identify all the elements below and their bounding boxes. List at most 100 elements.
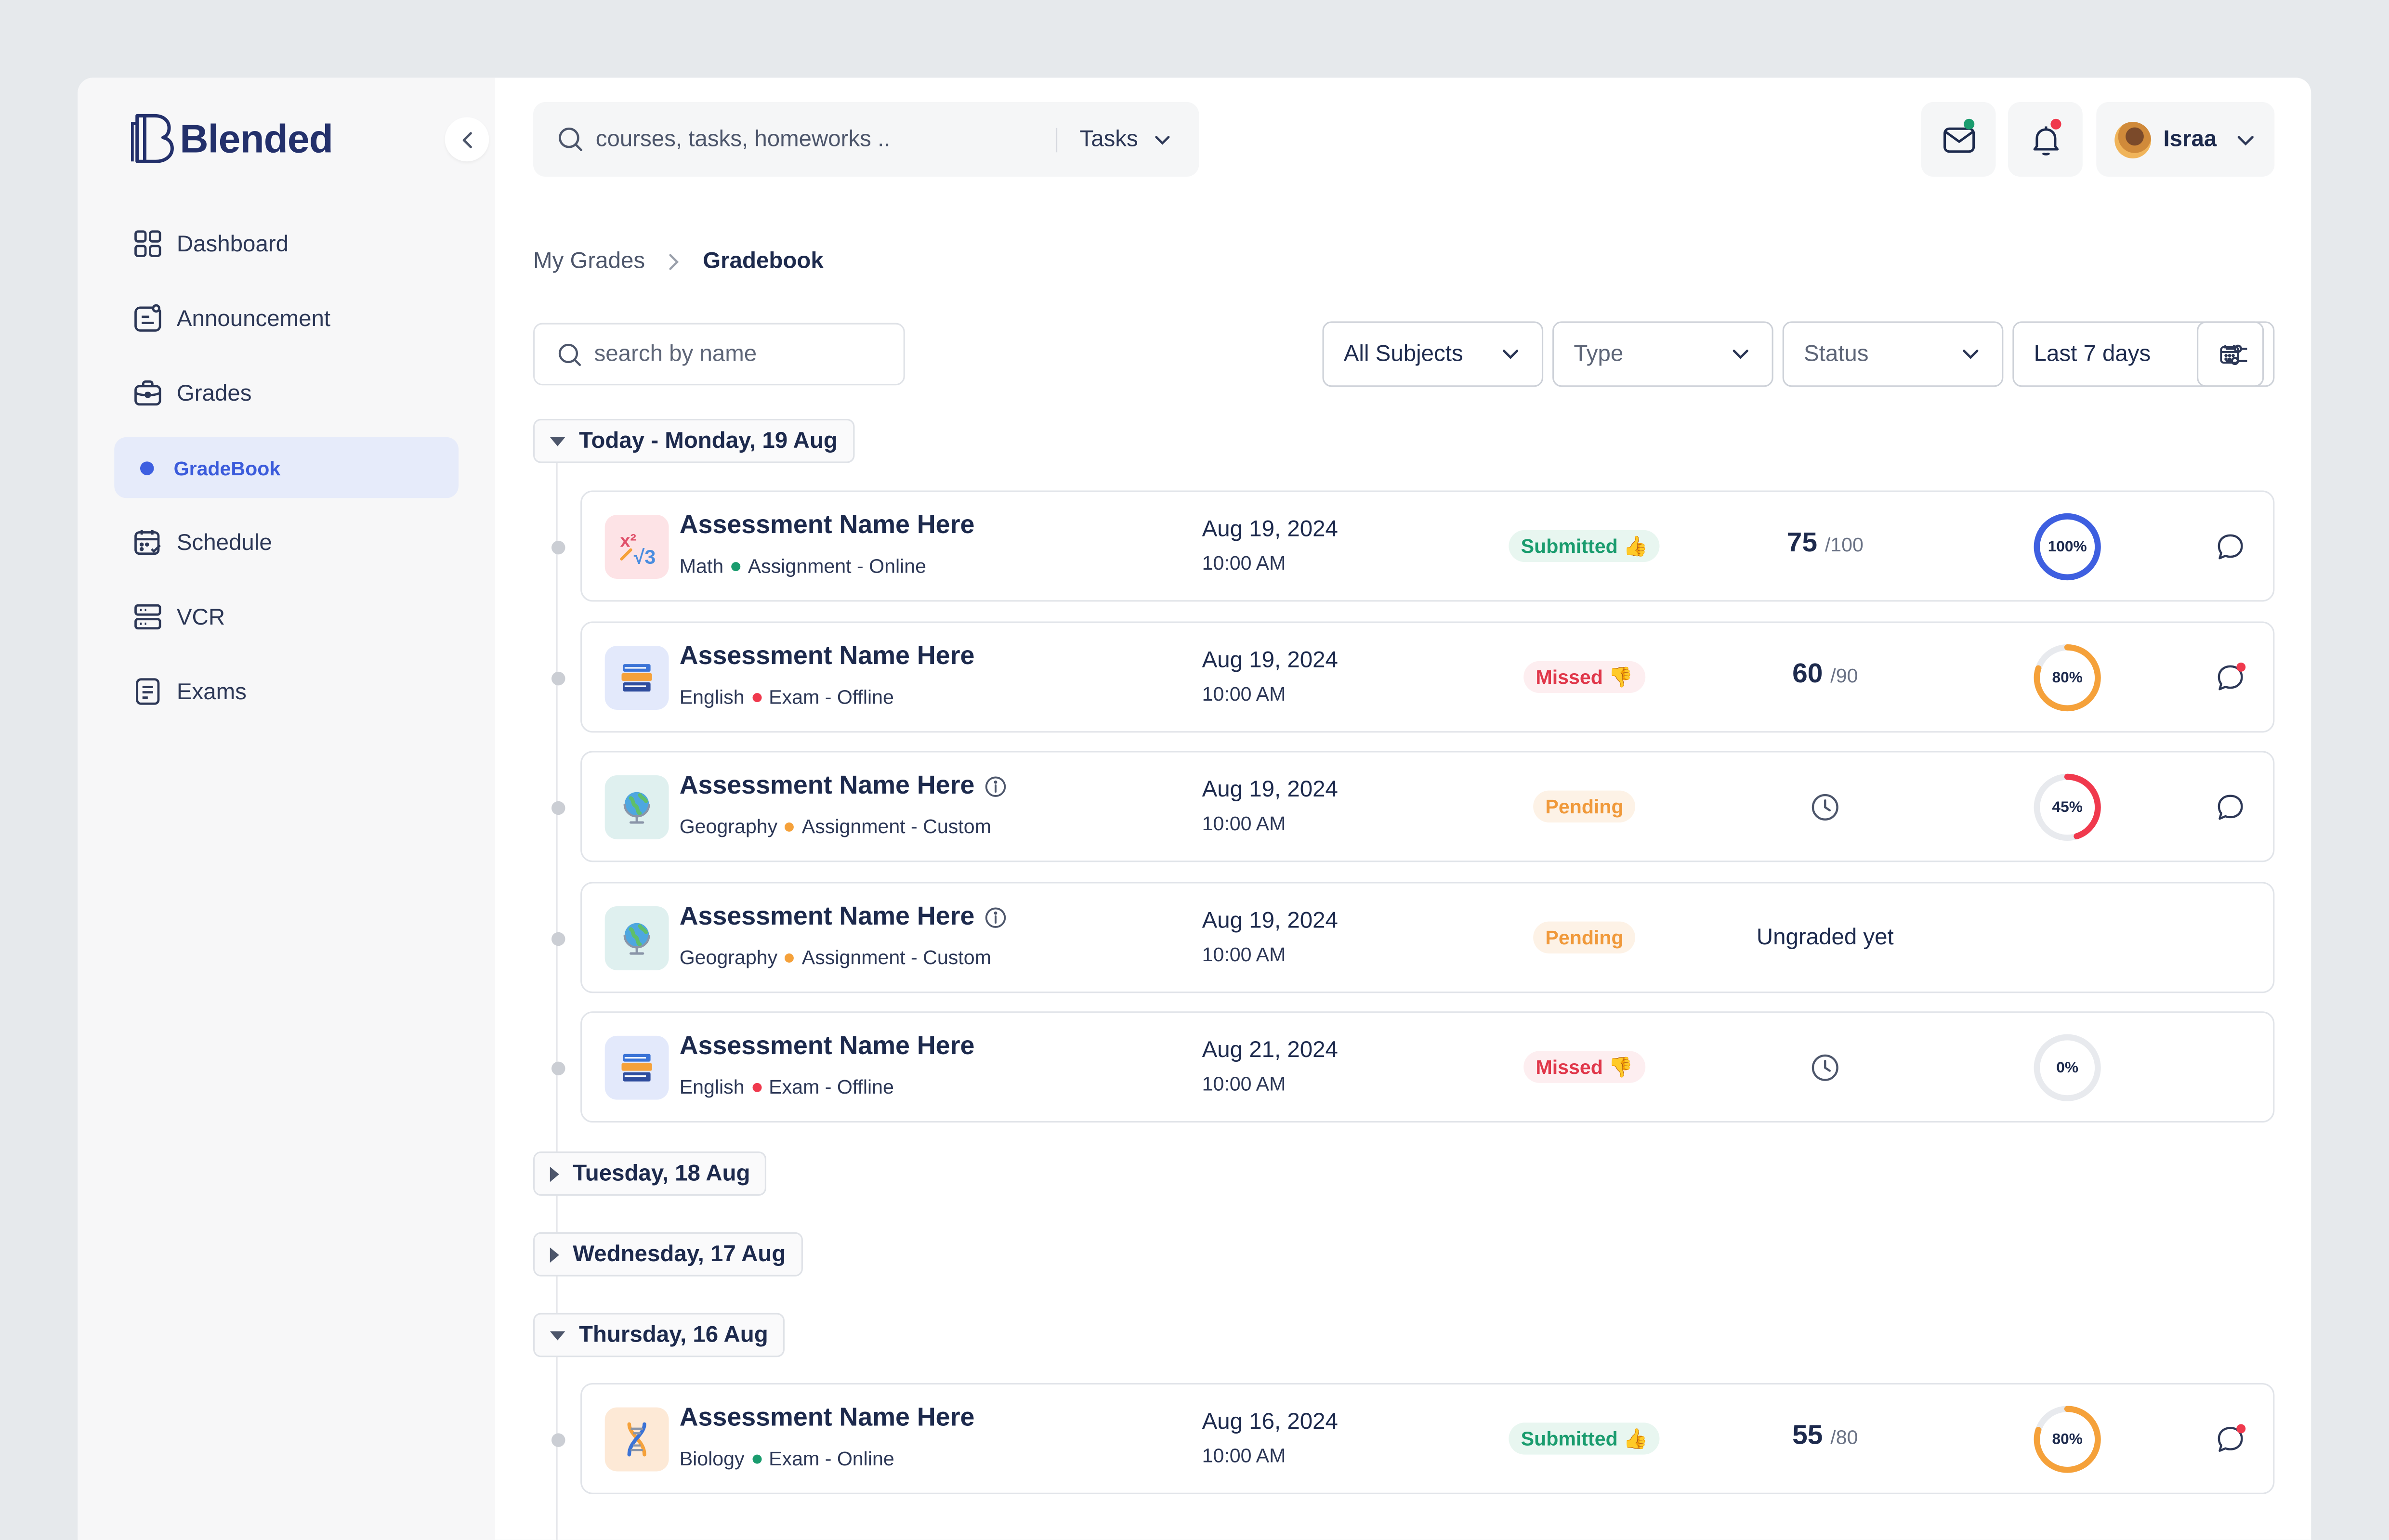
server-icon (132, 601, 163, 632)
globe-icon (604, 906, 669, 970)
timeline-dot (551, 540, 565, 555)
status-label: Submitted (1521, 1427, 1618, 1450)
clock-icon (1811, 794, 1838, 821)
svg-text:x²: x² (620, 531, 636, 551)
subject-dot (785, 953, 794, 962)
assessment-date: Aug 21, 2024 (1202, 1037, 1338, 1063)
sidebar-item-announcement[interactable]: Announcement (114, 288, 459, 349)
dashboard-icon (132, 228, 163, 259)
group-header-today[interactable]: Today - Monday, 19 Aug (533, 418, 854, 463)
assessment-title[interactable]: Assessment Name Here (680, 510, 975, 541)
unread-comment-badge (2236, 1424, 2246, 1434)
group-header-tuesday[interactable]: Tuesday, 18 Aug (533, 1151, 767, 1196)
search-divider (1055, 127, 1057, 152)
comment-icon[interactable] (2215, 792, 2245, 822)
notifications-button[interactable] (2008, 102, 2083, 177)
assessment-time: 10:00 AM (1202, 551, 1286, 574)
score: 55 /80 (1792, 1420, 1858, 1451)
score-value: 55 (1792, 1419, 1823, 1450)
user-menu[interactable]: Israa (2096, 102, 2275, 177)
collapse-sidebar-button[interactable] (445, 117, 489, 162)
name-search-input[interactable]: search by name (594, 341, 757, 367)
timeline-dot (551, 932, 565, 946)
global-search-input[interactable]: courses, tasks, homeworks .. (595, 126, 891, 153)
status-filter[interactable]: Status (1782, 321, 2004, 387)
svg-text:√3: √3 (634, 546, 656, 568)
main-content: courses, tasks, homeworks .. Tasks Israa… (495, 78, 2311, 1540)
chevron-down-icon (1963, 350, 1979, 359)
chevron-down-icon[interactable] (1153, 130, 1171, 148)
status-badge: Pending (1533, 921, 1636, 954)
info-icon[interactable] (984, 905, 1006, 928)
assessment-title[interactable]: Assessment Name Here (680, 1403, 975, 1433)
group-header-label: Wednesday, 17 Aug (573, 1241, 786, 1267)
comment-icon[interactable] (2215, 663, 2245, 693)
breadcrumb-my-grades[interactable]: My Grades (533, 248, 645, 274)
assessment-date: Aug 19, 2024 (1202, 908, 1338, 934)
filter-settings-button[interactable] (2197, 321, 2275, 387)
sidebar-item-exams[interactable]: Exams (114, 661, 459, 722)
subject-dot (785, 822, 794, 831)
assessment-row[interactable]: x² √3 Assessment Name Here Math Assignmen… (551, 490, 2275, 602)
logo[interactable]: Blended (131, 111, 333, 166)
status-label: Missed (1536, 1055, 1603, 1079)
assessment-title[interactable]: Assessment Name Here (680, 901, 1007, 932)
score: 75 /100 (1787, 527, 1864, 559)
app-name: Blended (180, 115, 333, 161)
subject-dot (752, 1454, 761, 1463)
score-value: 60 (1792, 658, 1823, 689)
date-range-filter[interactable]: Last 7 days (2012, 321, 2264, 387)
group-header-wednesday[interactable]: Wednesday, 17 Aug (533, 1232, 803, 1277)
subject-label: English (679, 1075, 745, 1098)
sidebar-item-grades[interactable]: Grades (114, 363, 459, 424)
assessment-title[interactable]: Assessment Name Here (680, 1031, 975, 1061)
chevron-down-icon (1503, 350, 1519, 359)
sidebar-item-label: Exams (176, 679, 247, 705)
progress-label: 45% (2052, 798, 2083, 816)
sidebar-item-schedule[interactable]: Schedule (114, 512, 459, 573)
sidebar-item-gradebook[interactable]: GradeBook (114, 437, 459, 498)
subjects-filter[interactable]: All Subjects (1322, 321, 1544, 387)
books-icon (604, 1035, 669, 1100)
caret-down-icon (550, 436, 565, 446)
sidebar-item-label: Dashboard (176, 231, 289, 257)
progress-ring (2034, 644, 2101, 712)
global-search[interactable]: courses, tasks, homeworks .. Tasks (533, 102, 1199, 177)
date-range-label: Last 7 days (2034, 341, 2151, 367)
unread-comment-badge (2236, 662, 2246, 672)
assessment-title[interactable]: Assessment Name Here (680, 770, 1007, 801)
info-icon[interactable] (984, 774, 1006, 797)
comment-icon[interactable] (2215, 532, 2245, 562)
name-search[interactable]: search by name (533, 323, 905, 386)
timeline-dot (551, 1433, 565, 1447)
thumbs-up-icon: 👍 (1623, 1426, 1648, 1449)
sidebar-item-dashboard[interactable]: Dashboard (114, 213, 459, 274)
group-header-thursday[interactable]: Thursday, 16 Aug (533, 1313, 785, 1357)
timeline-line (556, 458, 558, 1540)
briefcase-icon (132, 378, 163, 408)
thumbs-down-icon: 👎 (1608, 665, 1633, 688)
type-filter[interactable]: Type (1552, 321, 1773, 387)
assessment-row[interactable]: Assessment Name Here Geography Assignmen… (551, 882, 2275, 993)
sidebar-item-vcr[interactable]: VCR (114, 587, 459, 648)
messages-button[interactable] (1921, 102, 1996, 177)
status-label: Submitted (1521, 535, 1618, 558)
assessment-meta: Geography Assignment - Custom (680, 815, 991, 837)
logo-icon (131, 114, 174, 163)
assessment-title[interactable]: Assessment Name Here (680, 641, 975, 672)
comment-icon[interactable] (2215, 1424, 2245, 1454)
assessment-kind: Assignment - Custom (801, 946, 991, 969)
group-header-label: Today - Monday, 19 Aug (578, 428, 838, 454)
avatar (2114, 121, 2152, 158)
assessment-row[interactable]: Assessment Name Here English Exam - Offl… (551, 621, 2275, 733)
search-icon (558, 127, 584, 153)
sidebar-item-label: VCR (176, 604, 225, 630)
assessment-row[interactable]: Assessment Name Here English Exam - Offl… (551, 1011, 2275, 1123)
search-scope-select[interactable]: Tasks (1079, 126, 1138, 153)
progress-ring (2034, 1034, 2101, 1101)
assessment-meta: Math Assignment - Online (680, 554, 926, 577)
assessment-kind: Assignment - Online (748, 554, 927, 577)
assessment-row[interactable]: Assessment Name Here Biology Exam - Onli… (551, 1383, 2275, 1494)
assessment-time: 10:00 AM (1202, 682, 1286, 705)
assessment-row[interactable]: Assessment Name Here Geography Assignmen… (551, 751, 2275, 862)
